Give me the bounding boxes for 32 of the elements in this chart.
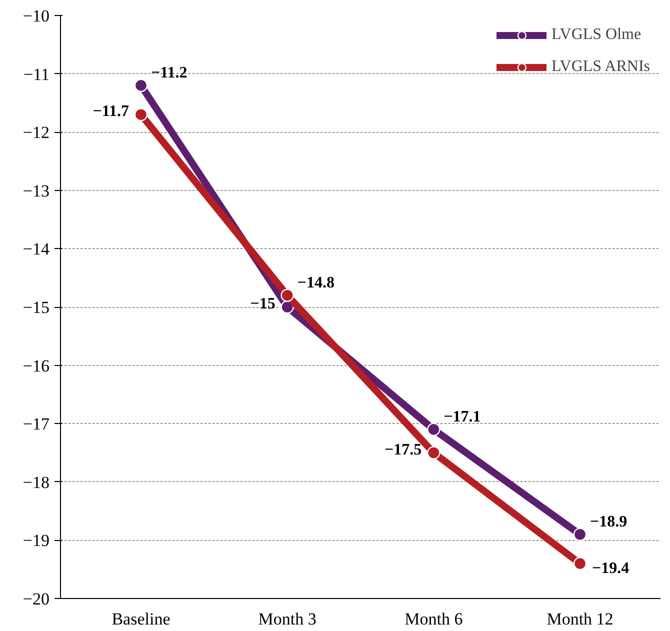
y-tick-label: −15 bbox=[22, 298, 50, 317]
y-tick-label: −10 bbox=[22, 6, 50, 26]
point bbox=[280, 288, 294, 302]
data-label: −18.9 bbox=[590, 513, 628, 530]
y-tick-label: −14 bbox=[22, 240, 50, 259]
point bbox=[134, 108, 148, 122]
y-tick-label: −20 bbox=[22, 590, 50, 608]
data-label: −14.8 bbox=[297, 274, 334, 292]
y-tick-label: −13 bbox=[22, 181, 50, 200]
y-tick-label: −12 bbox=[22, 123, 50, 142]
data-label: −11.7 bbox=[92, 103, 129, 120]
point bbox=[134, 78, 148, 92]
y-tick-label: −19 bbox=[22, 531, 50, 550]
x-tick-label: Month 6 bbox=[404, 610, 463, 628]
x-tick-label: Month 12 bbox=[546, 610, 614, 628]
data-label: −17.1 bbox=[444, 408, 481, 426]
x-tick-label: Baseline bbox=[112, 610, 170, 628]
data-label: −17.5 bbox=[384, 441, 422, 458]
y-tick-label: −17 bbox=[22, 414, 50, 434]
data-label: −19.4 bbox=[592, 560, 630, 578]
legend-label: LVGLS Olme bbox=[551, 26, 642, 44]
point bbox=[573, 528, 587, 541]
data-label: −11.2 bbox=[150, 64, 188, 82]
point bbox=[427, 422, 440, 436]
legend-label: LVGLS ARNIs bbox=[551, 58, 650, 76]
y-tick-label: −11 bbox=[24, 64, 50, 84]
point bbox=[427, 446, 440, 460]
y-tick-label: −18 bbox=[22, 472, 50, 492]
data-label: −15 bbox=[250, 296, 276, 312]
point bbox=[573, 556, 587, 570]
y-tick-label: −16 bbox=[22, 356, 50, 376]
x-tick-label: Month 3 bbox=[258, 610, 316, 628]
